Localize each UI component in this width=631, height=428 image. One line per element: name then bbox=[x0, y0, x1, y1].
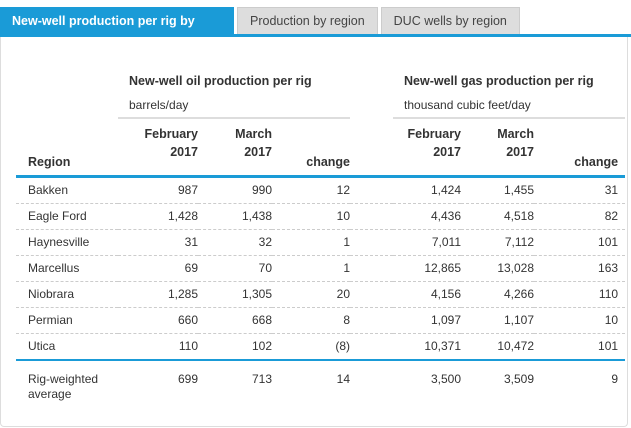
average-row: Rig-weighted average 699 713 14 3,500 3,5… bbox=[16, 360, 625, 402]
cell-gas-mar: 1,107 bbox=[461, 307, 535, 334]
cell-oil-feb: 31 bbox=[118, 229, 198, 256]
cell-oil-chg: (8) bbox=[272, 333, 351, 361]
column-headers: Region February 2017 March 2017 change Feb… bbox=[16, 118, 626, 178]
avg-gas-change: 9 bbox=[611, 371, 619, 386]
cell-gas-chg: 163 bbox=[534, 255, 626, 282]
cell-region: Niobrara bbox=[16, 281, 118, 308]
cell-oil-feb: 1,285 bbox=[118, 281, 198, 308]
table-row: Marcellus 69 70 1 12,865 13,028 163 bbox=[16, 255, 626, 282]
tab-duc-wells[interactable]: DUC wells by region bbox=[380, 7, 520, 34]
cell-oil-feb: 110 bbox=[118, 333, 198, 361]
cell-gas-mar: 4,266 bbox=[461, 281, 535, 308]
cell-gas-chg: 110 bbox=[534, 281, 626, 308]
cell-oil-feb: 1,428 bbox=[118, 203, 198, 230]
tab-underline bbox=[0, 34, 631, 37]
table-row: Permian 660 668 8 1,097 1,107 10 bbox=[16, 307, 626, 334]
header-oil-change: change bbox=[272, 118, 351, 178]
cell-oil-chg: 8 bbox=[272, 307, 351, 334]
avg-oil-change: 14 bbox=[336, 371, 351, 386]
header-gas-change: change bbox=[534, 118, 626, 178]
cell-oil-chg: 12 bbox=[272, 176, 351, 204]
cell-region: Eagle Ford bbox=[16, 203, 118, 230]
table-row: Niobrara 1,285 1,305 20 4,156 4,266 110 bbox=[16, 281, 626, 308]
cell-oil-mar: 1,438 bbox=[198, 203, 272, 230]
table-panel bbox=[0, 37, 628, 427]
cell-oil-mar: 70 bbox=[198, 255, 272, 282]
table-row: Eagle Ford 1,428 1,438 10 4,436 4,518 82 bbox=[16, 203, 626, 230]
cell-gas-feb: 10,371 bbox=[393, 333, 462, 361]
cell-oil-mar: 1,305 bbox=[198, 281, 272, 308]
table-row: Haynesville 31 32 1 7,011 7,112 101 bbox=[16, 229, 626, 256]
cell-region: Marcellus bbox=[16, 255, 118, 282]
cell-region: Permian bbox=[16, 307, 118, 334]
cell-gas-chg: 82 bbox=[534, 203, 626, 230]
cell-region: Haynesville bbox=[16, 229, 118, 256]
avg-oil-mar: 713 bbox=[251, 371, 272, 386]
cell-gas-chg: 101 bbox=[534, 229, 626, 256]
cell-oil-chg: 10 bbox=[272, 203, 351, 230]
header-gas-feb: February 2017 bbox=[393, 118, 462, 178]
cell-gas-feb: 1,424 bbox=[393, 176, 462, 204]
oil-group-header: New-well oil production per rig barrels/d… bbox=[118, 66, 351, 119]
cell-oil-mar: 102 bbox=[198, 333, 272, 361]
cell-gas-mar: 10,472 bbox=[461, 333, 535, 361]
cell-gas-feb: 12,865 bbox=[393, 255, 462, 282]
cell-gas-mar: 1,455 bbox=[461, 176, 535, 204]
tab-production-by-region[interactable]: Production by region bbox=[237, 7, 378, 34]
tab-bar: New-well production per rig by region Pr… bbox=[0, 7, 523, 55]
table-row: Bakken 987 990 12 1,424 1,455 31 bbox=[16, 176, 626, 204]
average-label: Rig-weighted average bbox=[28, 371, 99, 401]
header-gas-mar: March 2017 bbox=[461, 118, 535, 178]
cell-oil-chg: 1 bbox=[272, 255, 351, 282]
production-table: New-well oil production per rig barrels/d… bbox=[16, 66, 626, 402]
cell-oil-feb: 660 bbox=[118, 307, 198, 334]
cell-region: Bakken bbox=[16, 176, 118, 204]
cell-gas-feb: 7,011 bbox=[393, 229, 462, 256]
cell-gas-mar: 4,518 bbox=[461, 203, 535, 230]
cell-gas-chg: 10 bbox=[534, 307, 626, 334]
cell-gas-mar: 7,112 bbox=[461, 229, 535, 256]
cell-oil-chg: 20 bbox=[272, 281, 351, 308]
header-oil-feb: February 2017 bbox=[118, 118, 198, 178]
cell-oil-feb: 69 bbox=[118, 255, 198, 282]
table-row: Utica 110 102 (8) 10,371 10,472 101 bbox=[16, 333, 626, 361]
avg-oil-feb: 699 bbox=[177, 371, 198, 386]
cell-gas-feb: 4,156 bbox=[393, 281, 462, 308]
cell-gas-chg: 101 bbox=[534, 333, 626, 361]
cell-oil-chg: 1 bbox=[272, 229, 351, 256]
cell-gas-chg: 31 bbox=[534, 176, 626, 204]
header-region: Region bbox=[16, 118, 118, 178]
header-oil-mar: March 2017 bbox=[198, 118, 272, 178]
gas-group-header: New-well gas production per rig thousand … bbox=[393, 66, 626, 119]
cell-oil-mar: 32 bbox=[198, 229, 272, 256]
avg-gas-mar: 3,509 bbox=[503, 371, 535, 386]
cell-gas-mar: 13,028 bbox=[461, 255, 535, 282]
cell-oil-feb: 987 bbox=[118, 176, 198, 204]
avg-gas-feb: 3,500 bbox=[430, 371, 462, 386]
cell-gas-feb: 1,097 bbox=[393, 307, 462, 334]
cell-gas-feb: 4,436 bbox=[393, 203, 462, 230]
cell-oil-mar: 990 bbox=[198, 176, 272, 204]
cell-oil-mar: 668 bbox=[198, 307, 272, 334]
cell-region: Utica bbox=[16, 333, 118, 361]
tab-new-well-production[interactable]: New-well production per rig by region bbox=[0, 7, 234, 55]
